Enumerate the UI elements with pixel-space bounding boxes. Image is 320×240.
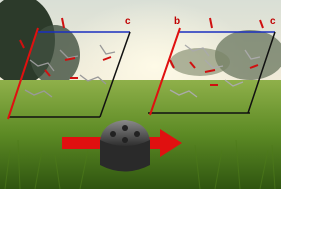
trees — [0, 0, 281, 85]
axis-label: c — [270, 16, 276, 27]
unit-cell-left — [7, 17, 131, 120]
grass-blades — [4, 139, 276, 189]
axis-label: c — [125, 16, 131, 27]
scene: c b c — [0, 0, 281, 189]
unit-cell-right — [148, 17, 276, 116]
axis-label: b — [174, 16, 180, 27]
device — [100, 120, 150, 172]
